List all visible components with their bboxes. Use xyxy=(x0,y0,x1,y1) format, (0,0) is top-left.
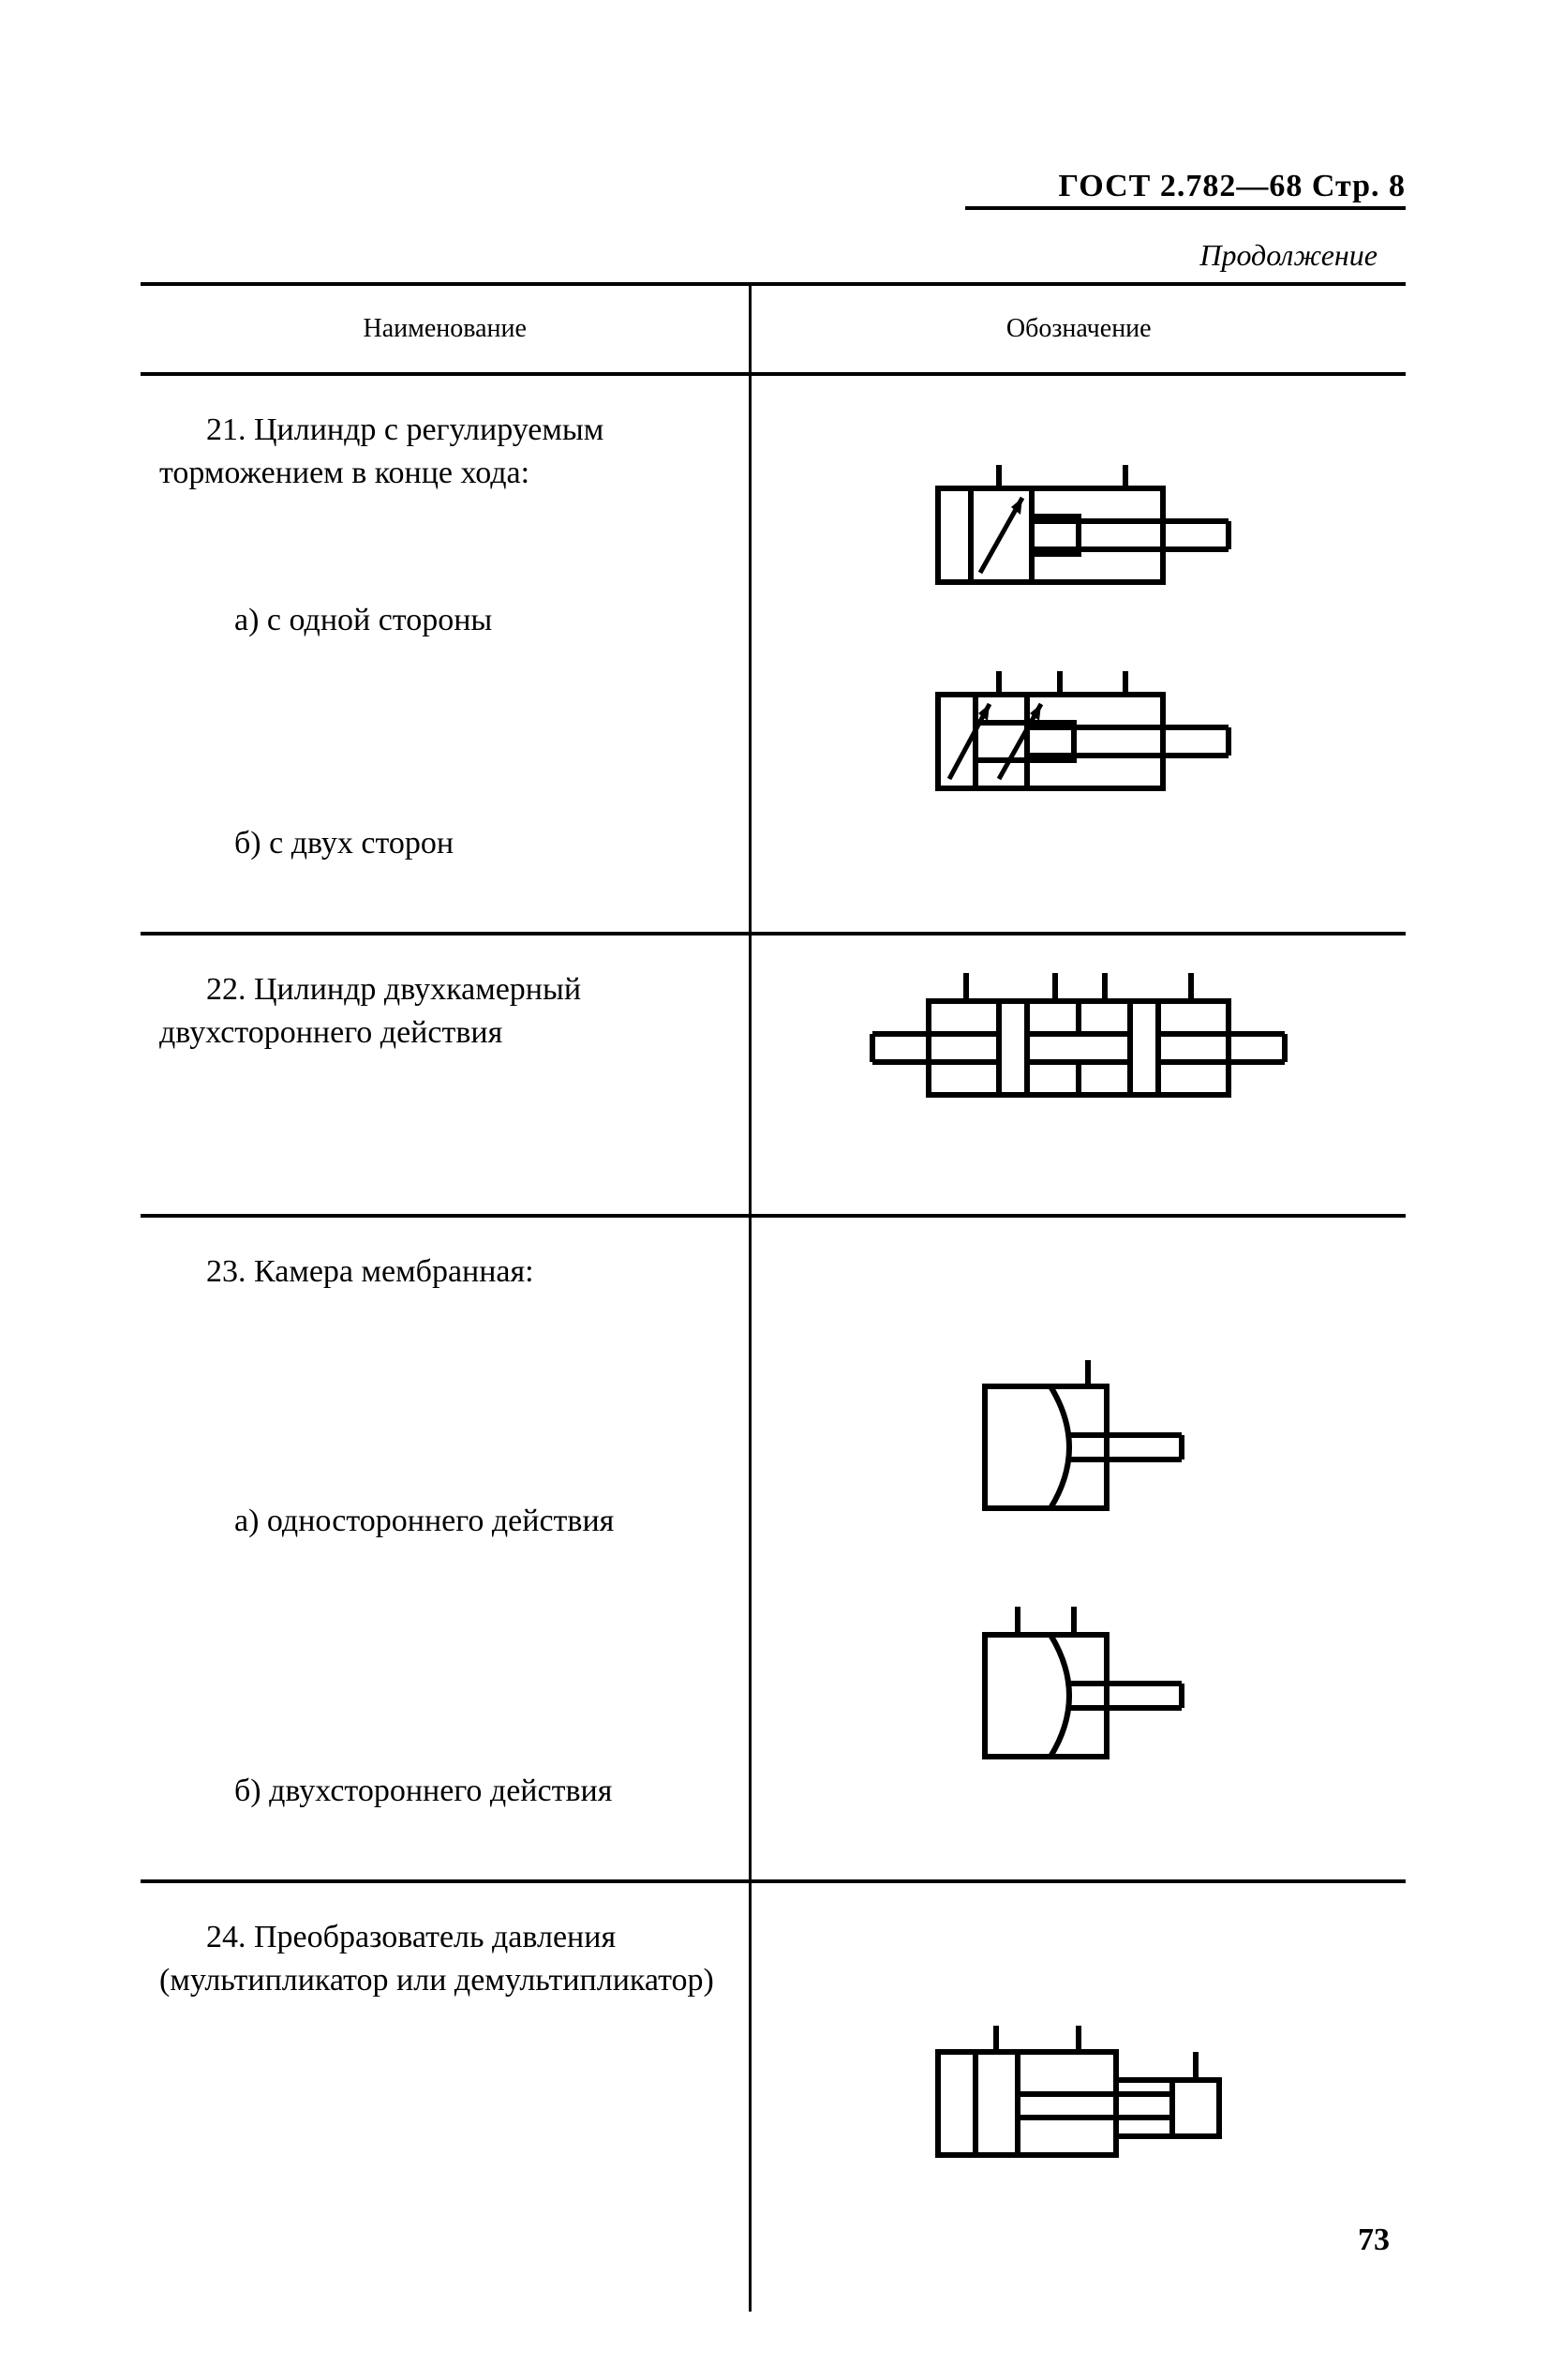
table-row: 23. Камера мембранная: а) одностороннего… xyxy=(141,1218,1406,1882)
row23-title: 23. Камера мембранная: xyxy=(159,1250,721,1294)
row21-title: 21. Цилиндр с регулируемым торможением в… xyxy=(159,409,721,495)
main-table: Наименование Обозначение 21. Цилиндр с р… xyxy=(141,282,1406,2312)
table-row: 24. Преобразователь давления (мультиплик… xyxy=(141,1883,1406,2312)
symbol-21a xyxy=(910,451,1247,610)
row23-b: б) двухстороннего действия xyxy=(159,1774,721,1809)
row21-b: б) с двух сторон xyxy=(159,826,721,861)
col-header-name: Наименование xyxy=(141,284,751,374)
symbol-23a xyxy=(947,1349,1210,1527)
row22-title: 22. Цилиндр двухкамерный двухстороннего … xyxy=(159,968,721,1055)
page-container: ГОСТ 2.782—68 Стр. 8 Продолжение Наимено… xyxy=(141,169,1406,2312)
symbol-23b xyxy=(947,1593,1210,1780)
row21-a: а) с одной стороны xyxy=(159,603,721,638)
table-row: 22. Цилиндр двухкамерный двухстороннего … xyxy=(141,936,1406,1216)
row23-a: а) одностороннего действия xyxy=(159,1504,721,1539)
gost-header: ГОСТ 2.782—68 Стр. 8 xyxy=(965,169,1406,210)
table-header-row: Наименование Обозначение xyxy=(141,284,1406,374)
symbol-24 xyxy=(910,2014,1247,2193)
symbol-22 xyxy=(863,954,1294,1132)
continuation-label: Продолжение xyxy=(141,238,1406,273)
row24-title: 24. Преобразователь давления (мультиплик… xyxy=(159,1916,721,2002)
symbol-21b xyxy=(910,657,1247,816)
page-number: 73 xyxy=(1358,2223,1390,2258)
table-row: 21. Цилиндр с регулируемым торможением в… xyxy=(141,374,1406,934)
col-header-symbol: Обозначение xyxy=(751,284,1406,374)
